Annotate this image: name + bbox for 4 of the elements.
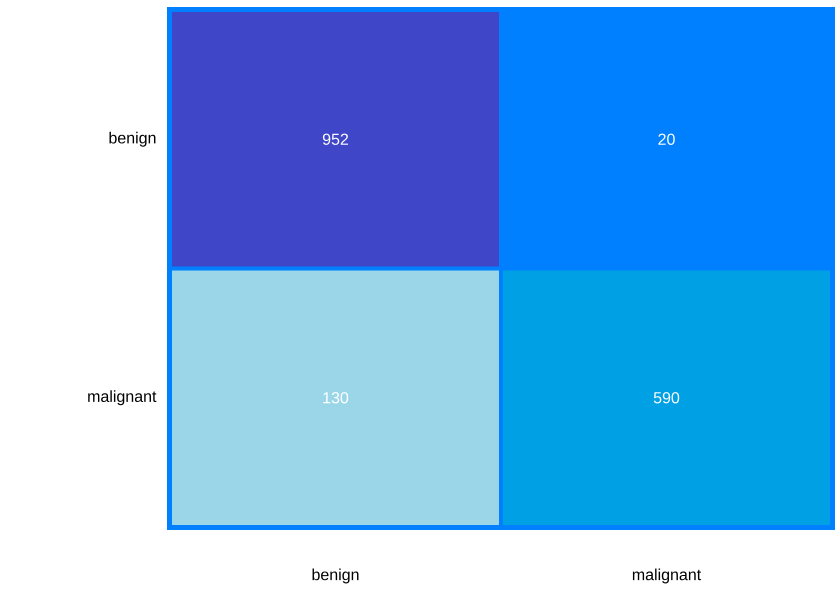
- data-label: 130: [323, 392, 348, 404]
- data-label: 20: [658, 134, 675, 146]
- data-label: 590: [654, 392, 680, 404]
- data-label: 952: [322, 134, 348, 146]
